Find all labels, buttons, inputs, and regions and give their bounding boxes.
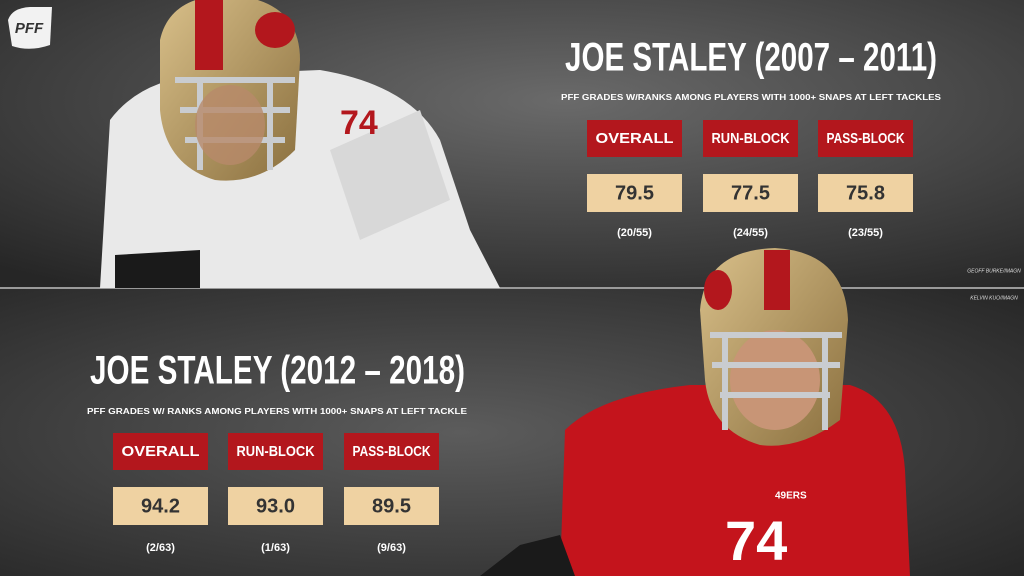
grade-rank: (2/63): [146, 542, 175, 554]
logo-text: PFF: [15, 20, 44, 37]
grade-label-box: [113, 433, 208, 470]
photo-credit: GEOFF BURKE/IMAGN: [967, 268, 1021, 274]
grade-label-box: [818, 120, 913, 157]
grade-value: 94.2: [141, 495, 180, 517]
grade-rank: (24/55): [733, 227, 768, 239]
svg-text:49ERS: 49ERS: [775, 491, 807, 502]
panel-subtitle: PFF GRADES W/RANKS AMONG PLAYERS WITH 10…: [561, 93, 942, 102]
grade-label-box: [703, 120, 798, 157]
divider: [0, 287, 1024, 289]
grade-label: RUN-BLOCK: [237, 443, 315, 460]
grade-label: PASS-BLOCK: [353, 443, 431, 460]
grade-value-box: [228, 487, 323, 525]
grade-label-box: [587, 120, 682, 157]
player-photo-top: 74: [100, 0, 500, 288]
photo-credit: KELVIN KUO/IMAGN: [970, 295, 1018, 301]
grade-rank: (20/55): [617, 227, 652, 239]
svg-text:74: 74: [725, 509, 787, 572]
player-photo-bottom: 74 49ERS: [480, 248, 910, 576]
grade-value: 89.5: [372, 495, 411, 517]
grade-label: OVERALL: [122, 443, 200, 460]
grade-value-box: [818, 174, 913, 212]
grade-label-box: [228, 433, 323, 470]
grade-value: 93.0: [256, 495, 295, 517]
panel-subtitle: PFF GRADES W/ RANKS AMONG PLAYERS WITH 1…: [87, 407, 468, 416]
grade-value-box: [587, 174, 682, 212]
svg-text:74: 74: [340, 104, 378, 142]
grade-label-box: [344, 433, 439, 470]
grade-rank: (9/63): [377, 542, 406, 554]
grade-value: 75.8: [846, 182, 885, 204]
grade-label: OVERALL: [596, 130, 674, 147]
grade-value-box: [344, 487, 439, 525]
grade-label: RUN-BLOCK: [712, 130, 790, 147]
grade-rank: (1/63): [261, 542, 290, 554]
grade-value-box: [113, 487, 208, 525]
pff-logo: PFF: [8, 7, 52, 49]
grade-value: 77.5: [731, 182, 770, 204]
grade-value-box: [703, 174, 798, 212]
panel-title: JOE STALEY (2012 – 2018): [90, 349, 465, 393]
grade-rank: (23/55): [848, 227, 883, 239]
grade-value: 79.5: [615, 182, 654, 204]
grade-label: PASS-BLOCK: [827, 130, 905, 147]
panel-title: JOE STALEY (2007 – 2011): [565, 36, 937, 80]
